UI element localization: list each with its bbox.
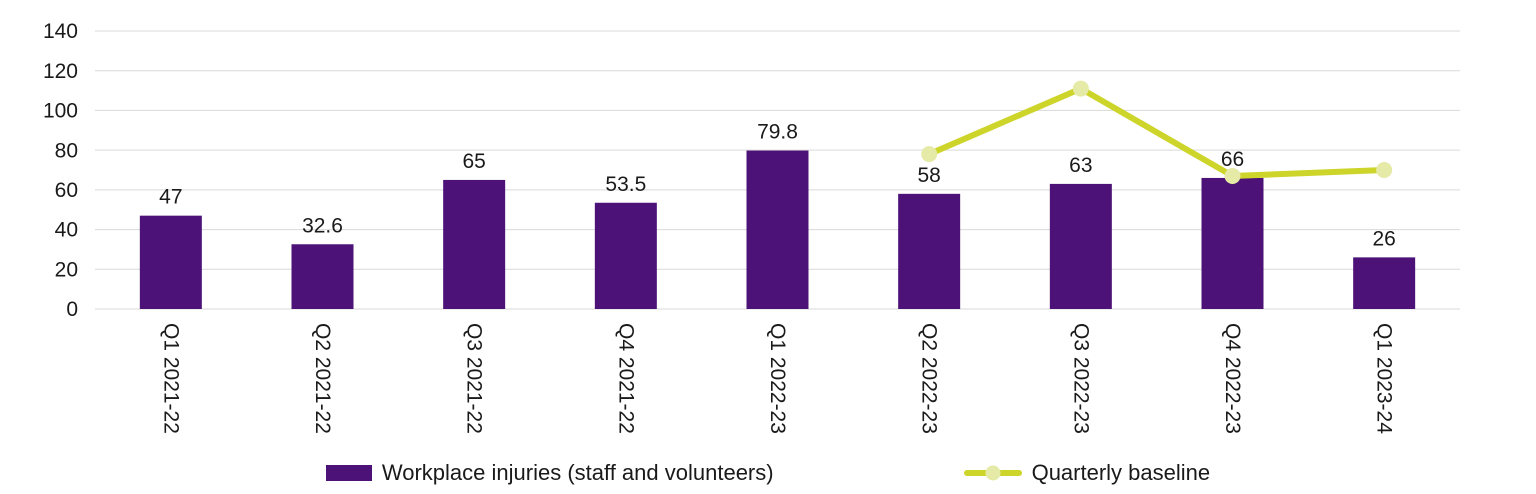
legend-bar-swatch-icon (325, 465, 372, 481)
x-axis-category-label: Q1 2021-22 (159, 323, 182, 434)
bar-data-label: 26 (1372, 227, 1395, 250)
baseline-line (926, 85, 1388, 179)
y-axis-tick-label: 100 (43, 100, 78, 123)
bar-q1-2022-23 (746, 150, 809, 309)
bar-data-label: 32.6 (302, 214, 343, 237)
legend-line-swatch-icon (963, 465, 1022, 481)
bar-q1-2023-24 (1353, 257, 1416, 309)
x-axis-category-label: Q4 2021-22 (614, 323, 637, 434)
bar-q2-2021-22 (291, 244, 354, 309)
baseline-marker-icon (1376, 162, 1393, 178)
bar-q4-2022-23 (1201, 177, 1264, 309)
x-axis-category-label: Q1 2022-23 (766, 323, 789, 434)
legend-label-quarterly-baseline: Quarterly baseline (1031, 460, 1211, 485)
baseline-marker-icon (1072, 80, 1089, 97)
x-axis-category-label: Q1 2023-24 (1373, 323, 1396, 434)
y-axis-tick-label: 0 (66, 298, 78, 321)
x-axis-category-label: Q2 2022-23 (918, 323, 941, 434)
bar-data-label: 65 (462, 150, 485, 173)
legend-line-marker-icon (985, 465, 1001, 481)
x-axis-category-label: Q2 2021-22 (311, 323, 334, 434)
legend: Workplace injuries (staff and volunteers… (0, 460, 1536, 486)
y-axis-tick-label: 80 (55, 139, 78, 162)
legend-item-workplace-injuries: Workplace injuries (staff and volunteers… (325, 460, 774, 486)
y-axis-tick-label: 120 (43, 60, 78, 83)
bar-q2-2022-23 (898, 193, 961, 309)
baseline-marker-icon (921, 146, 938, 163)
bar-data-label: 47 (159, 186, 182, 209)
y-axis-tick-label: 20 (55, 258, 78, 281)
bar-data-label: 58 (917, 164, 940, 187)
bar-q1-2021-22 (139, 215, 202, 309)
bar-q3-2022-23 (1049, 183, 1112, 309)
legend-label-workplace-injuries: Workplace injuries (staff and volunteers… (381, 460, 774, 485)
bar-data-label: 63 (1069, 154, 1092, 177)
y-axis-tick-label: 60 (55, 179, 78, 202)
x-axis-category-label: Q3 2022-23 (1069, 323, 1092, 434)
baseline-marker-icon (1224, 167, 1241, 184)
x-axis-category-label: Q3 2021-22 (463, 323, 486, 434)
legend-item-quarterly-baseline: Quarterly baseline (963, 460, 1211, 486)
y-axis-tick-label: 40 (55, 219, 78, 242)
x-axis-category-label: Q4 2022-23 (1221, 323, 1244, 434)
bar-q4-2021-22 (594, 202, 657, 309)
bar-q3-2021-22 (443, 179, 506, 309)
bar-data-label: 66 (1221, 148, 1244, 171)
y-axis-tick-label: 140 (43, 20, 78, 43)
bar-data-label: 53.5 (605, 173, 646, 196)
bar-data-label: 79.8 (757, 121, 798, 144)
